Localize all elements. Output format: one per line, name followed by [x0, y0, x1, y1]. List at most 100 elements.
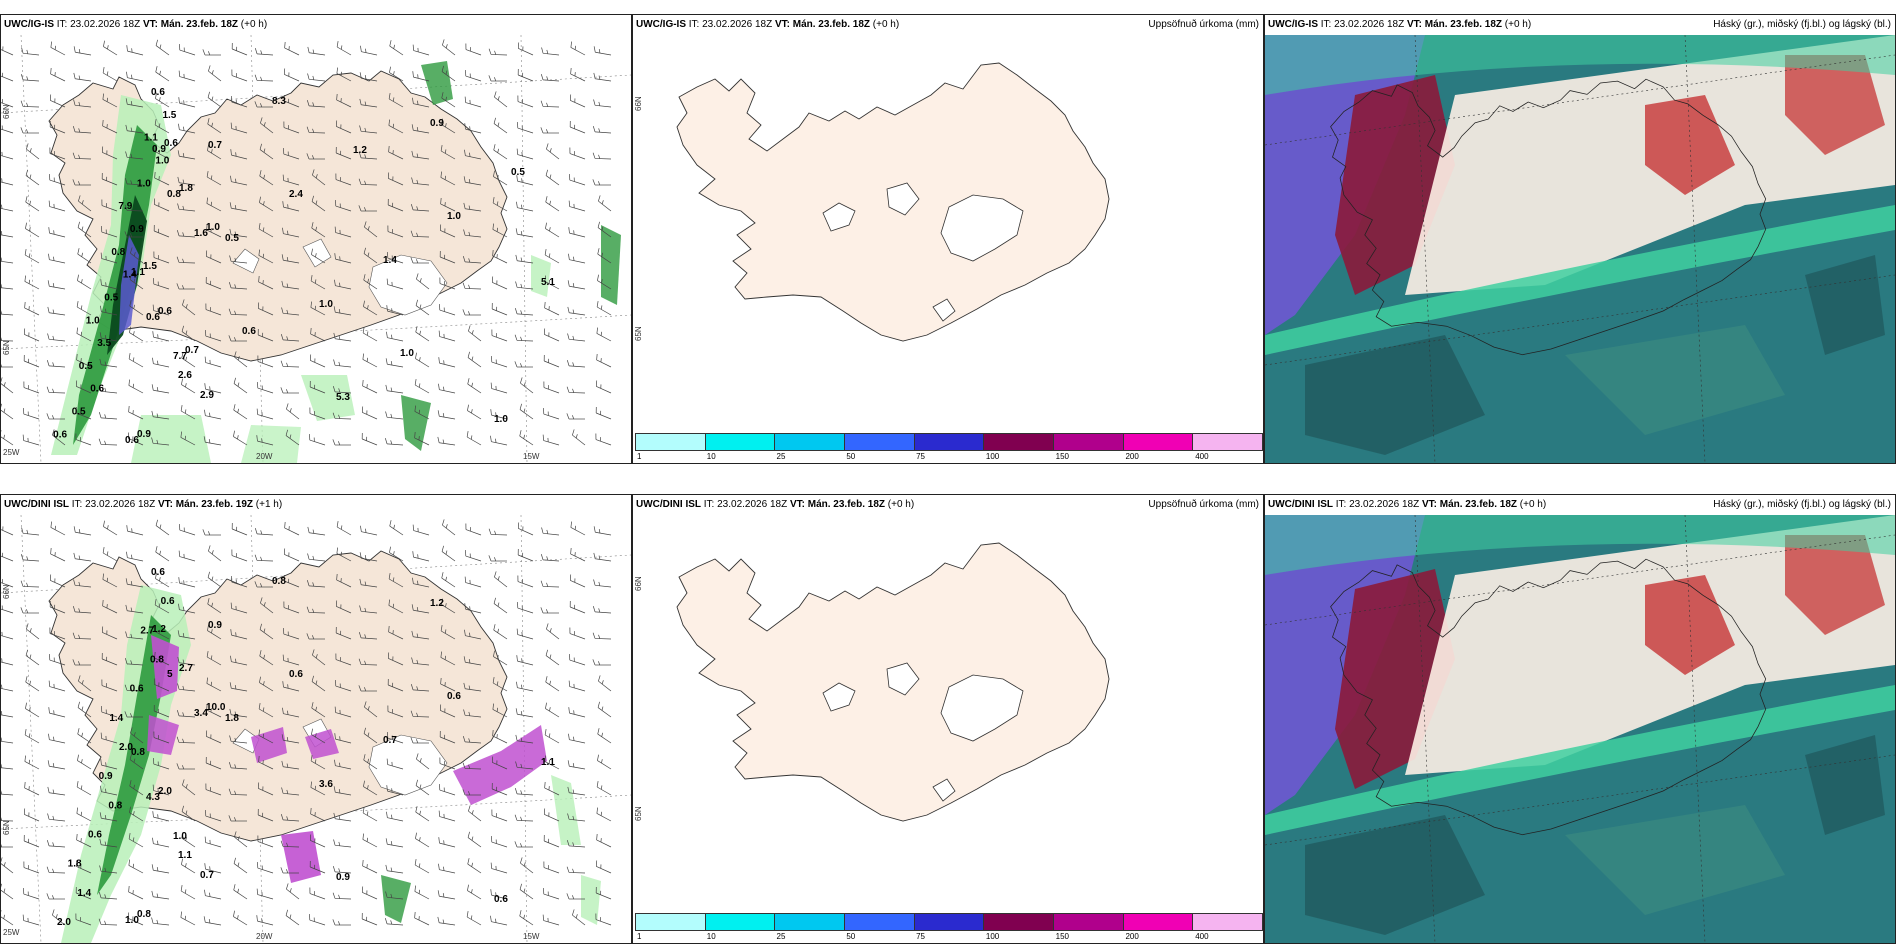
precip-value-label: 0.9 [208, 620, 222, 631]
precip-value-label: 1.0 [125, 915, 139, 926]
colorbar-tick-label: 50 [846, 932, 856, 941]
model-name: UWC/IG-IS [1268, 19, 1318, 30]
precip-value-label: 1.1 [178, 850, 192, 861]
precip-value-label: 0.6 [90, 384, 104, 395]
precip-value-label: 3.4 [194, 708, 208, 719]
wind-barbs [1, 519, 612, 926]
precip-value-label: 1.2 [353, 145, 367, 156]
it-label: IT: [56, 19, 68, 30]
graticule-label: 65N [2, 340, 11, 355]
precip-value-label: 1.0 [494, 414, 508, 425]
colorbar-swatch [1123, 914, 1194, 930]
precip-value-label: 0.8 [131, 747, 145, 758]
colorbar-swatch [914, 434, 985, 450]
colorbar-swatch [845, 914, 915, 930]
precip-value-label: 0.6 [151, 567, 165, 578]
precip-value-label: 0.5 [72, 407, 86, 418]
colorbar-tick-label: 400 [1195, 932, 1209, 941]
model-name: UWC/DINI ISL [636, 499, 701, 510]
vt-value: Mán. 23.feb. 18Z [792, 19, 870, 30]
precip-value-label: 0.7 [200, 870, 214, 881]
colorbar-tick-label: 10 [706, 932, 716, 941]
it-label: IT: [703, 499, 715, 510]
precip-value-label: 0.9 [152, 144, 166, 155]
colorbar-swatch [1054, 914, 1124, 930]
precip-value-label: 2.0 [119, 742, 133, 753]
precip-value-label: 0.6 [158, 306, 172, 317]
precip-value-label: 0.5 [225, 233, 239, 244]
colorbar-swatch [705, 914, 776, 930]
lat-lon-labels: 66N 65N [634, 576, 643, 821]
precip-value-label: 1.0 [86, 315, 100, 326]
precip-value-label: 0.9 [130, 224, 144, 235]
accumulated-precip-map: 66N 65N [633, 35, 1263, 463]
precip-value-label: 10.0 [206, 702, 226, 713]
precip-value-label: 0.6 [125, 435, 139, 446]
precip-value-label: 1.0 [319, 299, 333, 310]
precip-value-label: 0.6 [494, 894, 508, 905]
lead-time: (+0 h) [872, 19, 900, 30]
precip-value-label: 1.8 [225, 713, 239, 724]
model-name: UWC/DINI ISL [4, 499, 69, 510]
colorbar-swatch [984, 434, 1055, 450]
precip-value-label: 2.0 [57, 917, 71, 928]
precip-value-label: 0.5 [511, 167, 525, 178]
model-name: UWC/IG-IS [4, 19, 54, 30]
precip-value-label: 2.4 [289, 189, 303, 200]
lead-time: (+0 h) [887, 499, 915, 510]
graticule-label: 66N [634, 576, 643, 591]
graticule-label: 20W [256, 452, 273, 461]
precip-value-label: 0.6 [53, 429, 67, 440]
precip-value-label: 5.1 [541, 277, 555, 288]
panel-header: UWC/IG-IS IT: 23.02.2026 18Z VT: Mán. 23… [1, 15, 631, 35]
colorbar-swatch [1193, 914, 1263, 930]
lat-lon-labels: 66N 65N 25W 20W 15W [2, 584, 540, 941]
colorbar-tick-label: 25 [776, 932, 786, 941]
precip-value-label: 1.0 [400, 348, 414, 359]
vt-label: VT: [774, 19, 790, 30]
graticule-label: 15W [523, 932, 540, 941]
precip-value-label: 0.5 [104, 292, 118, 303]
it-value: 23.02.2026 18Z [85, 499, 156, 510]
wind-barbs [1, 39, 612, 446]
precip-value-label: 3.5 [97, 338, 111, 349]
precip-value-label: 1.6 [194, 228, 208, 239]
colorbar-tick-label: 1 [637, 932, 642, 941]
panel-bottom-right: UWC/DINI ISL IT: 23.02.2026 18Z VT: Mán.… [1264, 494, 1896, 944]
precip-value-label: 1.0 [155, 155, 169, 166]
model-name: UWC/IG-IS [636, 19, 686, 30]
precip-value-label: 1.0 [206, 222, 220, 233]
panel-title: Háský (gr.), miðský (fj.bl.) og lágský (… [1713, 499, 1891, 510]
glaciers [822, 662, 1024, 802]
precip-value-label: 1.5 [162, 110, 176, 121]
it-label: IT: [688, 19, 700, 30]
precip-value-label: 0.8 [167, 189, 181, 200]
precip-value-label: 7.7 [173, 351, 187, 362]
panel-header: UWC/DINI ISL IT: 23.02.2026 18Z VT: Mán.… [1, 495, 631, 515]
colorbar-swatch [845, 434, 915, 450]
vt-value: Mán. 23.feb. 18Z [1424, 19, 1502, 30]
colorbar-tick-label: 150 [1055, 452, 1070, 461]
precip-value-label: 1.2 [430, 598, 444, 609]
colorbar-tick-label: 25 [776, 452, 786, 461]
precip-value-label: 0.7 [208, 140, 222, 151]
precip-value-label: 0.9 [430, 118, 444, 129]
colorbar-tick-label: 1 [637, 452, 642, 461]
graticule-label: 20W [256, 932, 273, 941]
precip-value-label: 2.6 [178, 370, 192, 381]
precip-value-label: 2.7 [140, 625, 154, 636]
precip-value-label: 0.7 [185, 345, 199, 356]
precip-value-label: 0.6 [161, 596, 175, 607]
colorbar-swatch [636, 434, 706, 450]
cloud-cover-map [1265, 515, 1895, 943]
colorbar: 1 10 25 50 75 100 150 200 400 [635, 433, 1263, 463]
iceland-outline [1330, 558, 1767, 836]
lead-time: (+0 h) [240, 19, 268, 30]
lead-time: (+1 h) [255, 499, 283, 510]
graticule-label: 25W [3, 448, 20, 457]
panel-header: UWC/DINI ISL IT: 23.02.2026 18Z VT: Mán.… [1265, 495, 1895, 515]
it-value: 23.02.2026 18Z [70, 19, 141, 30]
precip-value-label: 1.4 [383, 255, 397, 266]
colorbar-swatch [705, 434, 776, 450]
precip-value-label: 1.5 [143, 261, 157, 272]
